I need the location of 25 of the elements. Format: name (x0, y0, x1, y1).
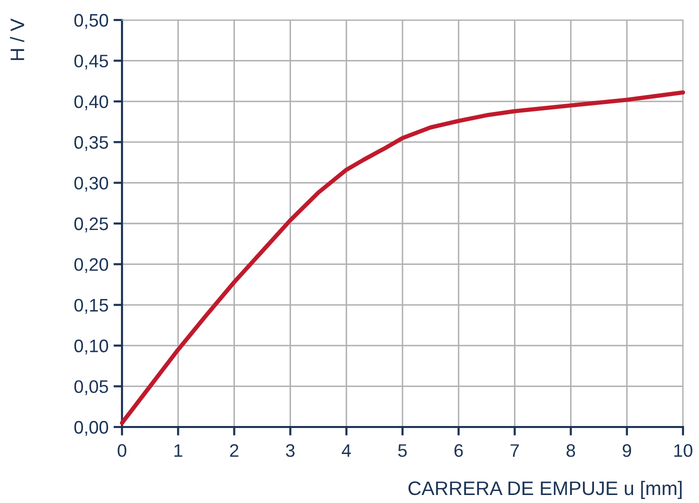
y-tick-label: 0,35 (74, 136, 108, 151)
x-tick-label: 1 (174, 444, 182, 457)
y-tick-label: 0,25 (74, 217, 108, 232)
y-tick-label: 0,20 (74, 258, 108, 274)
y-tick-label: 0,10 (74, 340, 108, 354)
x-tick-label: 7 (510, 444, 519, 457)
y-tick-label: 0,40 (74, 95, 108, 110)
y-tick-label: 0,15 (74, 298, 108, 314)
y-tick-label: 0,05 (74, 380, 108, 396)
x-axis-title: CARRERA DE EMPUJE u [mm] (408, 480, 682, 499)
y-tick-label: 0,30 (74, 176, 108, 192)
x-tick-label: 2 (230, 444, 238, 457)
x-tick-label: 9 (622, 444, 632, 457)
x-tick-label: 0 (118, 444, 126, 457)
x-tick-label: 6 (454, 444, 463, 457)
x-tick-label: 10 (674, 444, 692, 457)
x-tick-label: 8 (566, 444, 576, 457)
y-tick-label: 0,00 (74, 420, 108, 436)
x-tick-label: 3 (286, 444, 295, 457)
y-axis-title: H / V (10, 18, 24, 60)
x-tick-label: 5 (398, 444, 407, 457)
x-tick-label: 4 (342, 444, 351, 457)
line-series (120, 90, 686, 426)
y-tick-label: 0,50 (74, 14, 108, 29)
y-tick-label: 0,45 (74, 54, 108, 70)
